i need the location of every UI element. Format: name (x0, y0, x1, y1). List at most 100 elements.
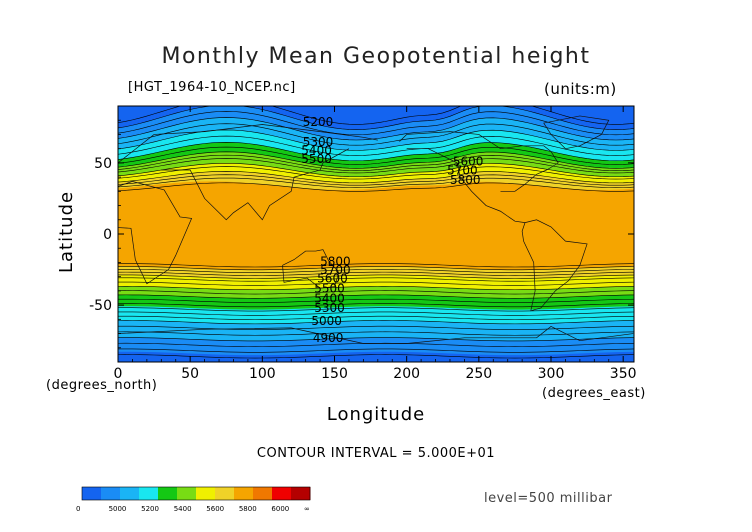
coastline (521, 219, 588, 312)
colorbar-label: 5800 (238, 505, 257, 513)
contour-label: 5000 (311, 314, 342, 328)
level-label: level=500 millibar (484, 491, 613, 506)
colorbar-cell (272, 487, 292, 500)
x-tick-label: 100 (249, 366, 276, 382)
contour-line-nh (118, 135, 634, 156)
coastline (118, 181, 193, 285)
band-sh-0 (118, 266, 634, 362)
band-nh-1 (118, 106, 634, 177)
contour-label: 5500 (301, 152, 332, 166)
band-sh-6 (118, 337, 634, 362)
colorbar-frame (81, 486, 311, 501)
colorbar-cell (120, 487, 140, 500)
x-tick-label: 250 (465, 366, 492, 382)
contour-label: 5800 (450, 173, 481, 187)
colorbar-cell (215, 487, 235, 500)
contour-lines (118, 106, 634, 359)
contour-line-sh (118, 354, 634, 359)
contour-line-nh (118, 141, 634, 162)
contour-label: 4900 (313, 331, 344, 345)
contour-label: 5300 (303, 135, 334, 149)
contour-line-nh (118, 177, 634, 188)
y-tick-label: -50 (89, 298, 112, 314)
colorbar-cell (196, 487, 216, 500)
colorbar-label: 5400 (173, 505, 192, 513)
contour-label: 5200 (303, 115, 334, 129)
contour-line-nh (118, 154, 634, 171)
band-nh-4 (118, 106, 634, 151)
band-sh-4 (118, 306, 634, 362)
contour-label: 5600 (317, 271, 348, 285)
contour-line-nh (118, 146, 634, 165)
coastlines (118, 115, 634, 344)
colorbar-cell (291, 487, 311, 500)
coastline (282, 249, 340, 289)
contour-line-nh (118, 162, 634, 178)
colorbar-cell (82, 487, 102, 500)
contour-line-sh (118, 274, 634, 279)
contour-line-sh (118, 290, 634, 295)
coastline (161, 148, 350, 221)
y-axis-label: Latitude (56, 190, 77, 273)
contour-line-sh (118, 281, 634, 286)
colorbar-cell (253, 487, 273, 500)
contour-line-nh (118, 182, 634, 192)
band-nh-2 (118, 106, 634, 169)
contour-line-nh (118, 171, 634, 184)
colorbar-cell (139, 487, 159, 500)
contour-line-sh (118, 315, 634, 320)
units-label: (units:m) (544, 80, 617, 98)
contour-line-sh (118, 286, 634, 291)
contour-line-sh (118, 325, 634, 330)
contour-line-nh (118, 106, 634, 125)
contour-label: 5800 (320, 254, 351, 268)
contour-label: 5700 (320, 263, 351, 277)
band-nh-3 (118, 106, 634, 161)
contour-line-sh (118, 348, 634, 353)
colorbar-label: 6000 (271, 505, 290, 513)
contour-line-nh (118, 111, 634, 136)
x-tick-label: 350 (610, 366, 637, 382)
coastline (543, 115, 610, 150)
contour-label: 5400 (301, 143, 332, 157)
band-nh-0 (118, 106, 634, 183)
contour-line-nh (118, 106, 634, 130)
band-nh-5 (118, 106, 634, 141)
x-tick-label: 150 (321, 366, 348, 382)
contour-line-sh (118, 298, 634, 303)
colorbar-cell (177, 487, 197, 500)
band-nh-5700 (118, 106, 634, 190)
contour-label: 5600 (453, 155, 484, 169)
colorbar-cell (234, 487, 254, 500)
contour-line-nh (118, 174, 634, 186)
contour-label: 5300 (314, 301, 345, 315)
contour-interval-label: CONTOUR INTERVAL = 5.000E+01 (256, 446, 496, 461)
colorbar-label: ∞ (304, 505, 310, 513)
band-sh-7 (118, 351, 634, 362)
contour-line-sh (118, 311, 634, 316)
colorbar (81, 486, 311, 501)
x-axis-label: Longitude (326, 404, 426, 425)
contour-line-sh (118, 271, 634, 276)
height-bands (118, 106, 634, 362)
chart-title: Monthly Mean Geopotential height (161, 44, 591, 69)
file-name-label: [HGT_1964-10_NCEP.nc] (128, 80, 296, 95)
contour-line-sh (118, 277, 634, 282)
colorbar-cell (101, 487, 121, 500)
contour-line-nh (118, 117, 634, 141)
contour-line-nh (118, 129, 634, 151)
contour-label: 5700 (447, 163, 478, 177)
coastline (118, 326, 634, 344)
contour-line-sh (118, 331, 634, 336)
contour-line-sh (118, 268, 634, 273)
y-tick-label: 0 (103, 227, 112, 243)
coastline (118, 124, 378, 164)
x-tick-label: 300 (538, 366, 565, 382)
band-tropics (118, 106, 634, 362)
contour-line-nh (118, 166, 634, 180)
contour-line-sh (118, 337, 634, 342)
coastline (406, 148, 526, 223)
contour-line-sh (118, 294, 634, 299)
